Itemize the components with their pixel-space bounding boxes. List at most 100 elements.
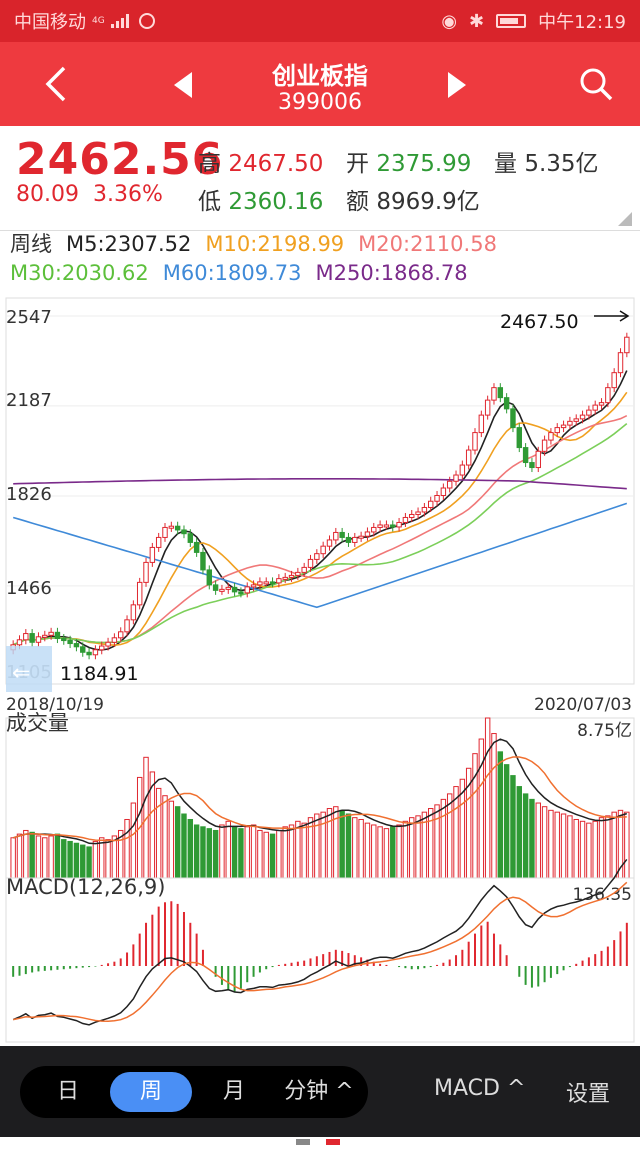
tab-month[interactable]: 月 [222,1079,245,1104]
back-arrow-icon[interactable] [38,64,78,104]
volume-bar [168,800,175,879]
date-start: 2018/10/19 [6,695,104,715]
candle-body [428,500,434,508]
volume-bar [314,813,320,879]
macd-title: MACD(12,26,9) [6,875,166,899]
volume-bar [16,833,23,879]
volume-bar [73,842,80,879]
volume-bar [212,829,219,879]
volume-ma10-line [12,756,627,842]
candle-body [282,576,288,580]
volume-bar [554,811,560,879]
candle-body [73,643,80,648]
ma5-line [12,370,628,651]
next-stock-icon[interactable] [446,72,468,98]
volume-bar [54,833,61,879]
volume-bar [231,826,238,879]
candle-body [307,558,314,568]
volume-bar [592,820,598,879]
price-grid [6,315,634,587]
min-marker-label: 1184.91 [60,663,139,685]
candle-body [333,531,339,541]
candle-body [219,588,225,592]
search-icon[interactable] [576,64,616,104]
candle-body [453,474,459,482]
prev-stock-icon[interactable] [172,72,194,98]
volume-bar [130,802,137,879]
candle-body [364,531,371,537]
candle-body [212,584,219,591]
volume-bar [535,802,541,879]
candle-body [136,581,143,606]
candle-body [396,521,402,528]
scroll-handle-icon[interactable] [6,646,52,692]
open-field: 开 2375.99 [346,151,472,177]
candle-body [548,432,554,441]
candles [10,332,630,660]
volume-bar [288,824,295,879]
tab-day[interactable]: 日 [56,1079,79,1104]
candle-body [503,397,510,410]
battery-icon [496,14,527,28]
volume-bar [200,826,206,879]
page-indicator [296,1130,356,1149]
kline-chart[interactable]: 2547 2187 1826 1466 1105 2467.50 ⇐ 1184.… [0,290,640,1046]
candle-body [459,464,466,476]
candle-body [617,352,624,374]
amount-field: 额 8969.9亿 [346,189,480,215]
candle-body [155,536,162,548]
volume-bar [371,824,377,879]
candle-body [162,526,168,538]
volume-bar [263,831,269,879]
candle-body [263,581,269,585]
volume-value: 5.35亿 [524,151,599,177]
volume-field: 量 5.35亿 [494,151,599,177]
open-value: 2375.99 [376,151,472,177]
candle-body [440,487,447,497]
candle-body [598,402,605,406]
volume-bar [282,826,288,879]
volume-title: 成交量 [6,711,69,735]
candle-body [541,439,548,452]
volume-bar [402,820,409,879]
volume-bar [377,826,383,879]
volume-bar [276,829,282,879]
volume-bar [358,818,364,879]
candle-body [472,432,478,451]
candle-body [529,462,535,469]
bluetooth-icon: ✱ [469,10,485,32]
candle-body [244,586,250,594]
candle-body [301,566,307,573]
volume-bar [295,820,301,879]
candle-body [573,418,579,422]
volume-bar [244,826,250,879]
candle-body [535,450,541,469]
carrier-label: 中国移动 [14,12,86,33]
candle-body [560,424,567,429]
tab-week[interactable]: 周 [110,1072,192,1112]
volume-bar [67,840,73,879]
period-label[interactable]: 周线 [10,232,52,256]
macd-bars [12,858,628,1026]
volume-bar [80,844,86,879]
candle-body [118,631,124,639]
volume-bar [238,828,244,879]
settings-button[interactable]: 设置 [566,1082,611,1107]
candle-body [111,637,118,643]
ma10-label: M10:2198.99 [205,232,345,256]
candle-body [124,619,130,633]
candle-body [314,553,320,560]
volume-bar [497,751,504,879]
indicator-selector[interactable]: MACD ^ [434,1076,526,1101]
volume-bar [225,820,231,879]
candle-body [92,649,99,656]
volume-bar [390,826,396,879]
candle-body [390,524,396,528]
volume-bar [206,828,212,879]
candle-body [484,399,491,416]
scroll-handle-arrow-icon[interactable]: ⇐ [12,661,30,686]
volume-bar [541,806,548,879]
tab-minute[interactable]: 分钟 ^ [284,1079,354,1104]
volume-bar [428,808,434,879]
expand-corner-icon[interactable] [618,212,632,226]
